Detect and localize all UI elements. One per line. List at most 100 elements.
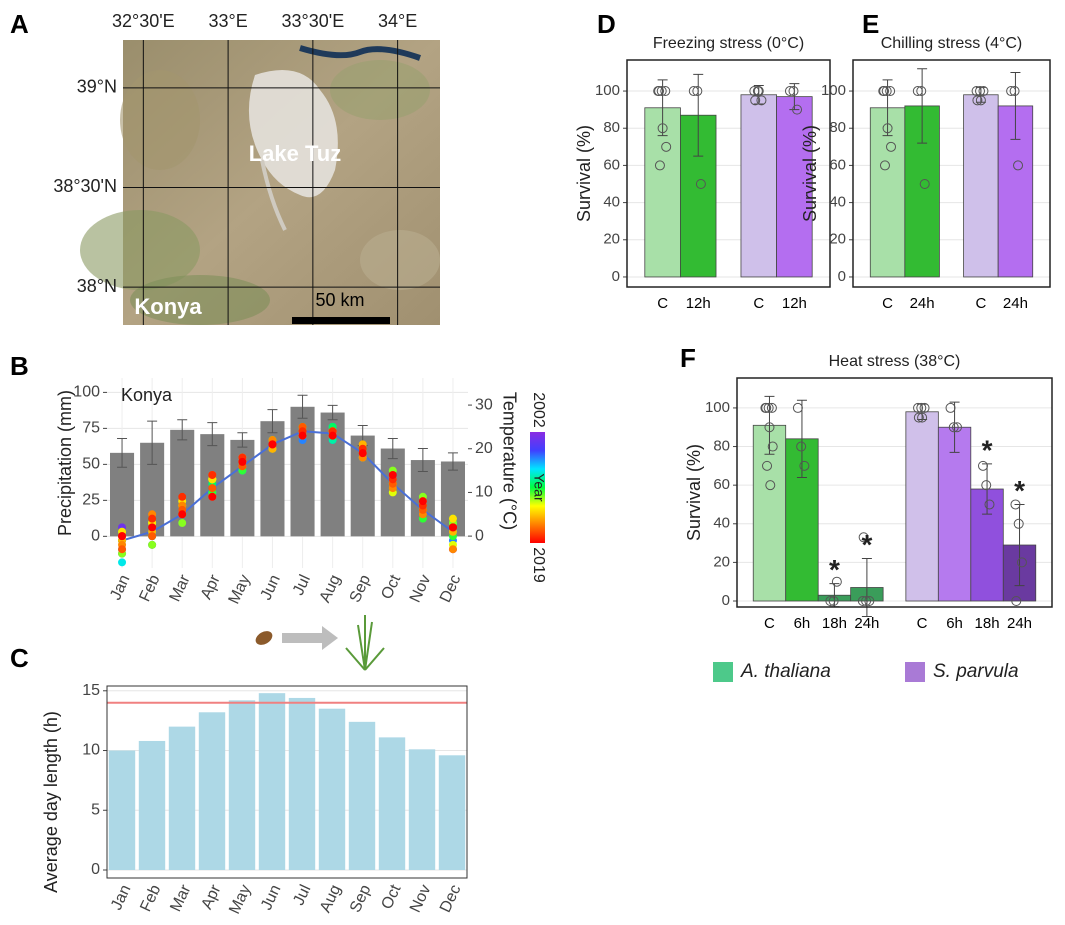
x-tick-label: May xyxy=(226,572,254,607)
chart-title: Heat stress (38°C) xyxy=(829,353,961,370)
y-tick-label: 100 xyxy=(73,384,100,401)
replicate-point xyxy=(766,402,777,413)
temperature-point xyxy=(328,431,337,440)
temperature-point xyxy=(388,470,397,479)
temperature-point xyxy=(178,510,187,519)
x-tick-label: 24h xyxy=(854,615,879,632)
y-tick-label: 60 xyxy=(603,156,620,173)
x-tick-label: May xyxy=(226,882,254,917)
temperature-point xyxy=(298,431,307,440)
error-bar xyxy=(387,437,398,460)
replicate-point xyxy=(765,480,776,491)
y-tick-label: 20 xyxy=(603,231,620,248)
temperature-point xyxy=(418,497,427,506)
y-tick-label: 80 xyxy=(713,438,730,455)
temperature-point xyxy=(148,532,157,541)
replicate-point xyxy=(913,402,924,413)
y-tick-label: 100 xyxy=(821,82,846,99)
error-bar xyxy=(177,419,188,441)
y-tick-label: 80 xyxy=(603,119,620,136)
x-tick-label: 24h xyxy=(1003,295,1028,312)
panel-letter: C xyxy=(10,643,29,673)
bar xyxy=(937,426,972,602)
replicate-point xyxy=(692,86,703,97)
axis-label: Temperature (°C) xyxy=(499,392,519,530)
y-tick-label: 39°N xyxy=(77,77,117,97)
x-tick-label: C xyxy=(882,295,893,312)
replicate-point xyxy=(861,596,872,607)
replicate-point xyxy=(858,532,869,543)
y-tick-label: 10 xyxy=(82,742,100,759)
y-tick-label: 40 xyxy=(829,194,846,211)
y-tick-label: 25 xyxy=(82,492,100,509)
replicate-point xyxy=(750,95,761,106)
panel-letter: D xyxy=(597,9,616,39)
x-tick-label: 33°E xyxy=(208,11,247,31)
x-tick-label: Jun xyxy=(258,572,284,603)
y-tick-label: 0 xyxy=(475,527,484,544)
y-tick-label: 5 xyxy=(91,801,100,818)
panel-letter: E xyxy=(862,9,879,39)
replicate-point xyxy=(857,596,868,607)
temperature-point xyxy=(448,545,457,554)
y-tick-label: 38°N xyxy=(77,276,117,296)
x-tick-label: 24h xyxy=(910,295,935,312)
map-lake xyxy=(248,70,338,198)
error-bar xyxy=(796,399,807,478)
replicate-point xyxy=(948,422,959,433)
replicate-point xyxy=(764,422,775,433)
x-tick-label: C xyxy=(764,615,775,632)
legend-swatch xyxy=(713,662,733,682)
replicate-point xyxy=(885,86,896,97)
error-bar xyxy=(1010,71,1021,140)
replicate-point xyxy=(952,422,963,433)
map-lake-shore xyxy=(260,159,287,231)
replicate-point xyxy=(763,402,774,413)
replicate-point xyxy=(767,441,778,452)
error-bar xyxy=(417,448,428,473)
y-tick-label: 20 xyxy=(475,440,493,457)
lake-label: Lake Tuz xyxy=(249,141,342,166)
colorbar-label: Year xyxy=(531,473,547,502)
significance-mark: * xyxy=(829,554,840,585)
y-tick-label: 80 xyxy=(829,119,846,136)
replicate-point xyxy=(1010,499,1021,510)
temperature-line xyxy=(121,430,454,542)
panel-letter: A xyxy=(10,9,29,39)
error-bar xyxy=(237,432,248,448)
bar xyxy=(318,708,346,870)
replicate-point xyxy=(916,402,927,413)
temperature-point xyxy=(448,514,457,523)
replicate-point xyxy=(917,412,928,423)
x-tick-label: Sep xyxy=(347,882,374,915)
y-tick-label: 60 xyxy=(713,476,730,493)
chart-title: Freezing stress (0°C) xyxy=(653,35,804,52)
replicate-point xyxy=(828,596,839,607)
y-tick-label: 0 xyxy=(91,861,100,878)
y-tick-label: 0 xyxy=(612,268,620,285)
bar xyxy=(258,693,286,870)
replicate-point xyxy=(919,179,930,190)
x-tick-label: Feb xyxy=(137,572,164,604)
replicate-point xyxy=(688,86,699,97)
map-terrain xyxy=(120,70,200,170)
replicate-point xyxy=(886,141,897,152)
replicate-point xyxy=(912,86,923,97)
replicate-point xyxy=(879,160,890,171)
temperature-point xyxy=(178,519,187,528)
map-terrain xyxy=(80,210,200,290)
x-tick-label: Aug xyxy=(317,882,344,915)
axis-label: Average day length (h) xyxy=(41,711,61,893)
x-tick-label: Jan xyxy=(108,882,134,913)
city-label: Konya xyxy=(134,294,202,319)
error-bar xyxy=(447,452,458,471)
y-tick-label: 0 xyxy=(91,528,100,545)
temperature-point xyxy=(238,457,247,466)
map-terrain xyxy=(330,60,430,120)
x-tick-label: Nov xyxy=(407,572,434,605)
scale-bar xyxy=(292,317,390,324)
replicate-point xyxy=(660,86,671,97)
x-tick-label: Apr xyxy=(198,572,224,602)
x-tick-label: 12h xyxy=(686,295,711,312)
y-tick-label: 30 xyxy=(475,396,493,413)
